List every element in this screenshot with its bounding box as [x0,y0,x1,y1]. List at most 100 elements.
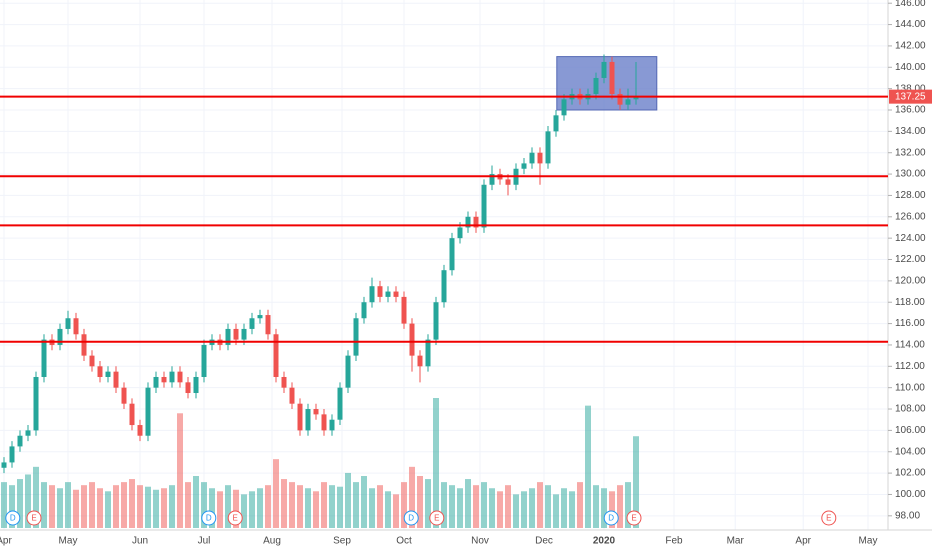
candle-body [241,328,247,340]
volume-bar [113,485,119,528]
candle-body [385,291,391,297]
candle-body [289,387,295,404]
y-tick-label: 132.00 [895,147,926,158]
candle-body [65,318,71,329]
candle-body [41,339,47,377]
volume-bar [129,479,135,528]
event-marker [227,510,243,526]
event-marker [403,510,419,526]
volume-bar [601,488,607,528]
price-tag [889,89,932,104]
volume-bar [41,482,47,528]
volume-bar [105,491,111,528]
x-tick-label: May [859,536,878,547]
volume-bar [481,482,487,528]
candle-body [353,318,359,356]
x-tick-label: Oct [396,536,412,547]
volume-bar [513,494,519,528]
candle-body [313,409,319,415]
price-tag-label: 137.25 [895,91,926,102]
candle-body [265,315,271,335]
volume-bar [265,485,271,528]
candle-body [617,93,623,105]
volume-bar [201,482,207,528]
volume-bar [577,482,583,528]
candle-body [553,115,559,132]
candle-body [505,179,511,185]
candle-body [537,152,543,164]
volume-bar [329,485,335,528]
candle-body [321,414,327,431]
volume-bar [537,482,543,528]
volume-bar [409,466,415,528]
candle-body [465,216,471,228]
event-label: E [826,514,831,523]
candle-body [473,216,479,228]
event-label: D [206,514,212,523]
event-label: D [608,514,614,523]
candle-body [57,328,63,345]
volume-bar [633,436,639,528]
volume-bar [121,482,127,528]
y-tick-label: 122.00 [895,254,926,265]
candle-body [145,387,151,436]
candle-body [329,419,335,431]
y-tick-label: 100.00 [895,489,926,500]
volume-bar [257,488,263,528]
price-pane [1,54,658,474]
x-tick-label: May [59,536,78,547]
candle-body [9,446,15,463]
y-tick-label: 116.00 [895,318,925,329]
event-marker [626,510,642,526]
candle-body [177,371,183,383]
volume-bar [65,482,71,528]
y-tick-label: 120.00 [895,276,926,287]
volume-bar [297,485,303,528]
volume-bar [425,479,431,528]
candle-body [233,328,239,340]
volume-bar [401,482,407,528]
y-tick-label: 134.00 [895,126,926,137]
volume-bar [553,494,559,528]
x-tick-label: Nov [471,536,489,547]
volume-bar [33,466,39,528]
volume-bar [321,482,327,528]
candle-body [185,382,191,394]
event-marker [821,510,837,526]
candle-body [33,376,39,431]
candle-body [529,152,535,164]
x-tick-label: Apr [795,536,811,547]
candle-body [369,286,375,303]
candle-body [441,270,447,303]
x-tick-label: Jun [132,536,148,547]
candle-body [401,296,407,324]
candle-body [257,315,263,319]
volume-bar [169,485,175,528]
candle-body [137,425,143,436]
volume-bar [289,482,295,528]
event-label: E [233,514,238,523]
volume-bar [233,489,239,528]
candle-body [297,403,303,431]
volume-bar [73,489,79,528]
volume-bar [17,479,23,528]
y-tick-label: 118.00 [895,297,925,308]
x-tick-label: 2020 [593,536,616,547]
volume-bar [393,494,399,528]
x-tick-label: Apr [0,536,12,547]
volume-bar [137,485,143,528]
y-tick-label: 114.00 [895,340,925,351]
volume-bar [441,482,447,528]
volume-bar [337,486,343,528]
volume-bar [49,485,55,528]
candle-body [193,376,199,394]
volume-bar [529,488,535,528]
candle-body [561,99,567,116]
volume-pane [1,398,639,528]
x-tick-label: Dec [535,536,553,547]
volume-bar [465,479,471,528]
candle-body [633,96,639,100]
volume-bar [353,482,359,528]
y-tick-label: 102.00 [895,468,926,479]
x-tick-label: Mar [727,536,745,547]
